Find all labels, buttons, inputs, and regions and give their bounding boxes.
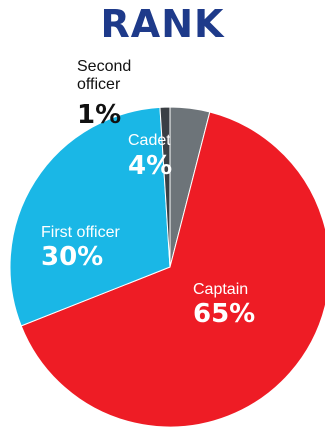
slice-name-second-officer-line2: officer [77,76,121,93]
pie-labels: Cadet 4% Captain 65% First officer 30% S… [41,58,255,329]
slice-name-captain: Captain [193,281,248,298]
pie-slice-captain [20,111,325,428]
slice-name-cadet: Cadet [128,132,171,149]
slice-value-captain: 65% [193,299,255,329]
slice-value-cadet: 4% [128,151,172,181]
pie-slice-first-officer [9,106,171,327]
pie-slice-second-officer [159,106,171,268]
slice-name-second-officer-line1: Second [77,58,131,75]
slice-value-second-officer: 1% [77,100,121,130]
pie-slices [9,106,325,428]
chart-title: RANK [100,2,225,46]
slice-value-first-officer: 30% [41,242,103,272]
slice-name-first-officer: First officer [41,224,121,241]
